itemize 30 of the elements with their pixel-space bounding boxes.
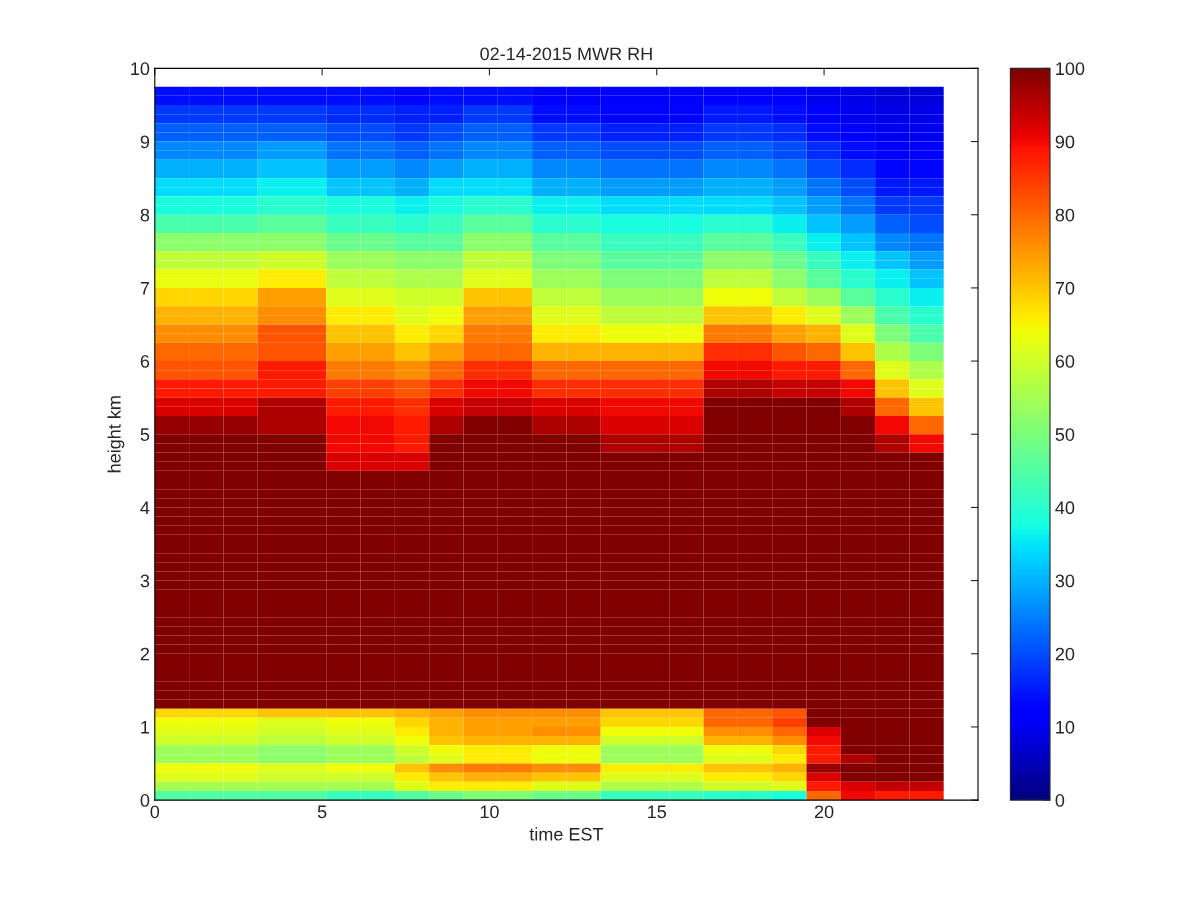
color-bar-label: 10: [1056, 720, 1075, 734]
y-tick-label: 8: [140, 208, 150, 222]
y-tick-label: 10: [131, 62, 150, 76]
y-tick-label: 7: [140, 282, 150, 295]
y-tick-label: 2: [140, 647, 150, 661]
x-tick-label: 10: [480, 805, 499, 819]
y-tick-label: 6: [140, 355, 150, 368]
y-tick-label: 9: [140, 135, 150, 149]
color-bar-label: 40: [1055, 501, 1075, 515]
y-tick-label: 4: [140, 501, 150, 514]
y-tick-label: 3: [140, 574, 150, 588]
y-axis-title: height km: [107, 396, 125, 473]
x-axis-title: time EST: [529, 827, 604, 841]
x-tick-label: 0: [150, 805, 160, 819]
color-bar-label: 70: [1055, 281, 1075, 295]
color-bar-label: 20: [1055, 647, 1075, 661]
color-bar-label: 0: [1055, 794, 1065, 807]
x-tick-label: 20: [814, 805, 834, 819]
x-tick-label: 15: [648, 805, 667, 819]
chart-title: 02-14-2015 MWR RH: [480, 47, 652, 61]
color-bar-label: 30: [1055, 574, 1075, 588]
y-tick-label: 0: [140, 794, 150, 807]
color-bar-label: 90: [1055, 135, 1075, 149]
color-bar-label: 60: [1055, 355, 1075, 368]
x-tick-label: 5: [317, 805, 327, 819]
color-bar-label: 50: [1055, 428, 1075, 441]
y-tick-label: 5: [140, 428, 150, 441]
color-bar-label: 100: [1056, 62, 1085, 76]
y-tick-label: 1: [141, 721, 150, 734]
color-bar-label: 80: [1055, 208, 1075, 222]
